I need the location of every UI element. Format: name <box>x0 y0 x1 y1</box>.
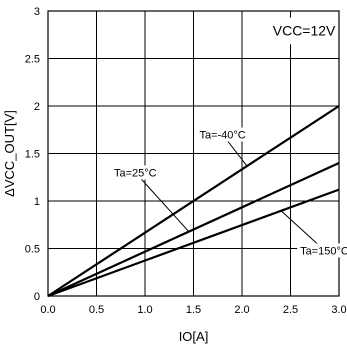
y-tick-label: 0 <box>34 291 40 303</box>
series-line-0 <box>47 105 340 297</box>
x-tick-label: 1.5 <box>186 304 201 316</box>
y-tick-label: 1.5 <box>25 149 40 161</box>
series-layer <box>47 105 340 298</box>
x-tick-label: 0.5 <box>89 304 104 316</box>
x-tick-label: 2.0 <box>234 304 249 316</box>
y-tick-label: 2.5 <box>25 54 40 66</box>
x-tick-label: 0.0 <box>40 304 55 316</box>
tick-layer: 0.0 0.5 1.0 1.5 2.0 2.5 3.0 0 0.5 1 1.5 2 2.5 3 <box>25 6 347 316</box>
y-tick-label: 1 <box>34 196 40 208</box>
series-line-1 <box>47 161 340 298</box>
y-axis-label: ΔVCC_OUT[V] <box>2 110 17 197</box>
annotation-bg-0 <box>195 127 250 142</box>
vcc-label-box <box>271 17 338 45</box>
annotation-bg-1 <box>111 165 160 180</box>
plot-frame <box>47 10 340 297</box>
annotation-bg-2 <box>297 243 347 258</box>
annotation-layer: Ta=-40°C Ta=25°C Ta=150°C <box>111 127 347 258</box>
series-line-2 <box>47 188 340 298</box>
x-tick-label: 2.5 <box>283 304 298 316</box>
y-tick-label: 3 <box>34 6 40 18</box>
x-tick-label: 1.0 <box>137 304 152 316</box>
annotation-label-0: Ta=-40°C <box>199 130 245 142</box>
x-axis-label: IO[A] <box>179 329 209 344</box>
y-tick-label: 2 <box>34 101 40 113</box>
y-tick-label: 0.5 <box>25 244 40 256</box>
x-tick-label: 3.0 <box>331 304 346 316</box>
grid-layer <box>47 10 340 297</box>
annotation-label-2: Ta=150°C <box>300 245 347 257</box>
annotation-label-1: Ta=25°C <box>114 168 157 180</box>
vcc-label: VCC=12V <box>273 23 336 39</box>
annotation-leader-1 <box>134 172 190 232</box>
